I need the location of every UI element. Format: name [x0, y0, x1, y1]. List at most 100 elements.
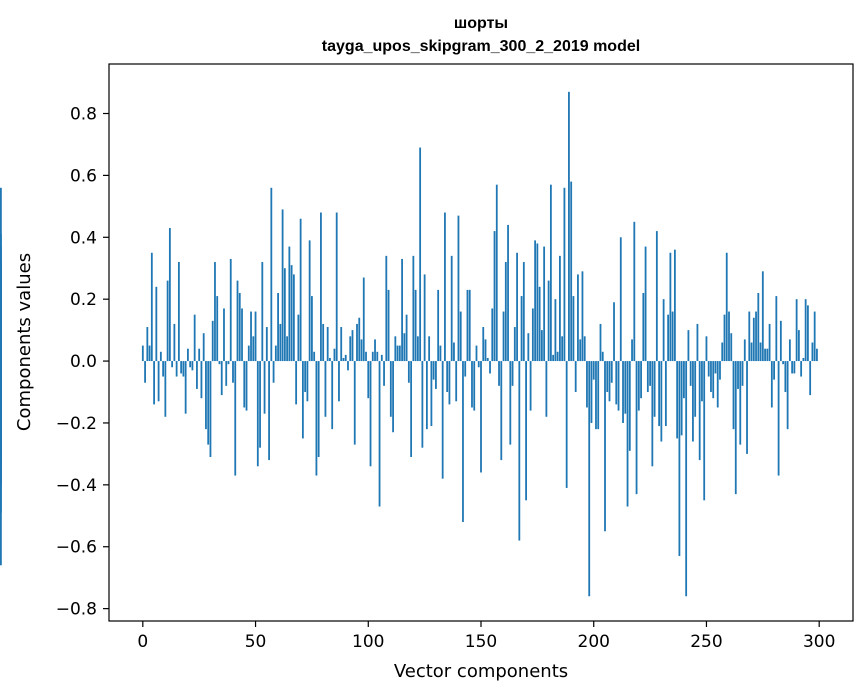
bar-86 [335, 212, 338, 362]
bar-35 [220, 361, 223, 396]
bar-127 [428, 336, 431, 362]
bar-111 [392, 361, 394, 433]
bar-274 [759, 342, 762, 362]
bar-161 [504, 262, 507, 362]
x-tick-label: 250 [690, 632, 722, 652]
bar-11 [166, 280, 169, 362]
bar-74 [308, 240, 311, 362]
bar-37 [225, 361, 228, 386]
bar-158 [498, 361, 500, 386]
bar-194 [579, 339, 582, 362]
bar-69 [297, 314, 300, 362]
bar-116 [403, 333, 406, 362]
bar-182 [552, 354, 555, 362]
bar-57 [270, 187, 273, 362]
bar-43 [238, 292, 241, 362]
bar-2 [146, 327, 149, 362]
bar-38 [227, 361, 230, 365]
bar-undefined [0, 292, 2, 362]
bar-95 [356, 323, 358, 362]
bar-30 [209, 361, 212, 457]
bar-270 [750, 342, 753, 362]
y-axis-label: Components values [14, 253, 35, 431]
bar-80 [322, 323, 325, 362]
bar-110 [389, 361, 392, 417]
bar-91 [347, 361, 349, 371]
bar-46 [245, 361, 248, 411]
chart-title: шорты [454, 15, 508, 32]
bar-223 [644, 246, 647, 362]
bar-67 [292, 274, 295, 362]
bar-226 [651, 361, 654, 467]
bar-293 [802, 357, 805, 362]
bar-177 [540, 330, 543, 362]
bar-51 [256, 361, 259, 467]
bar-72 [304, 361, 307, 393]
bar-53 [261, 262, 264, 362]
bar-175 [536, 243, 539, 362]
bar-165 [513, 327, 516, 362]
bar-156 [493, 231, 496, 362]
bar-107 [383, 361, 385, 386]
bar-275 [761, 271, 764, 362]
bar-151 [482, 327, 485, 362]
bar-211 [617, 361, 620, 411]
bar-52 [259, 361, 261, 448]
bar-225 [649, 361, 651, 386]
bar-291 [797, 330, 800, 362]
bar-237 [676, 361, 679, 439]
bar-78 [317, 361, 320, 457]
bar-271 [752, 317, 755, 362]
bar-166 [516, 252, 518, 362]
bar-242 [687, 330, 690, 362]
bar-178 [543, 246, 546, 362]
bar-135 [446, 361, 449, 393]
bar-59 [274, 345, 277, 362]
bar-286 [786, 361, 789, 430]
bar-134 [444, 212, 446, 362]
bar-84 [331, 361, 334, 430]
bar-246 [696, 323, 699, 362]
y-tick-label: 0.4 [70, 228, 97, 248]
x-tick-label: 300 [803, 632, 835, 652]
bar-143 [464, 361, 467, 377]
bar-87 [338, 361, 340, 402]
bar-290 [795, 299, 798, 362]
bar-148 [475, 345, 478, 362]
bar-126 [425, 361, 428, 430]
bar-26 [200, 361, 203, 399]
bar-262 [732, 361, 735, 430]
bar-190 [570, 181, 573, 362]
bar-137 [450, 255, 453, 362]
bar-153 [486, 357, 489, 362]
y-tick-label: 0.6 [70, 166, 97, 186]
bar-169 [522, 262, 525, 362]
y-tick-label: 0.2 [70, 290, 97, 310]
y-tick-label: −0.8 [56, 600, 97, 620]
chart-subtitle: tayga_upos_skipgram_300_2_2019 model [322, 38, 640, 55]
bar-299 [816, 348, 818, 362]
bar-220 [637, 361, 640, 411]
bar-298 [813, 311, 816, 362]
bar-7 [157, 361, 160, 402]
bar-170 [525, 361, 527, 501]
bar-17 [180, 361, 183, 374]
bar-16 [177, 262, 180, 362]
bar-273 [757, 292, 760, 362]
bar-189 [568, 91, 570, 362]
bar-282 [777, 361, 780, 476]
bar-39 [229, 258, 232, 362]
bar-195 [581, 271, 584, 362]
bar-22 [191, 361, 194, 371]
bar-164 [511, 361, 514, 386]
bar-292 [800, 361, 803, 377]
bar-0 [141, 345, 144, 362]
bar-252 [710, 361, 712, 393]
bar-250 [705, 336, 708, 362]
bar-82 [326, 327, 329, 362]
bar-47 [247, 345, 250, 362]
bar-192 [574, 361, 577, 393]
bar-278 [768, 323, 771, 362]
